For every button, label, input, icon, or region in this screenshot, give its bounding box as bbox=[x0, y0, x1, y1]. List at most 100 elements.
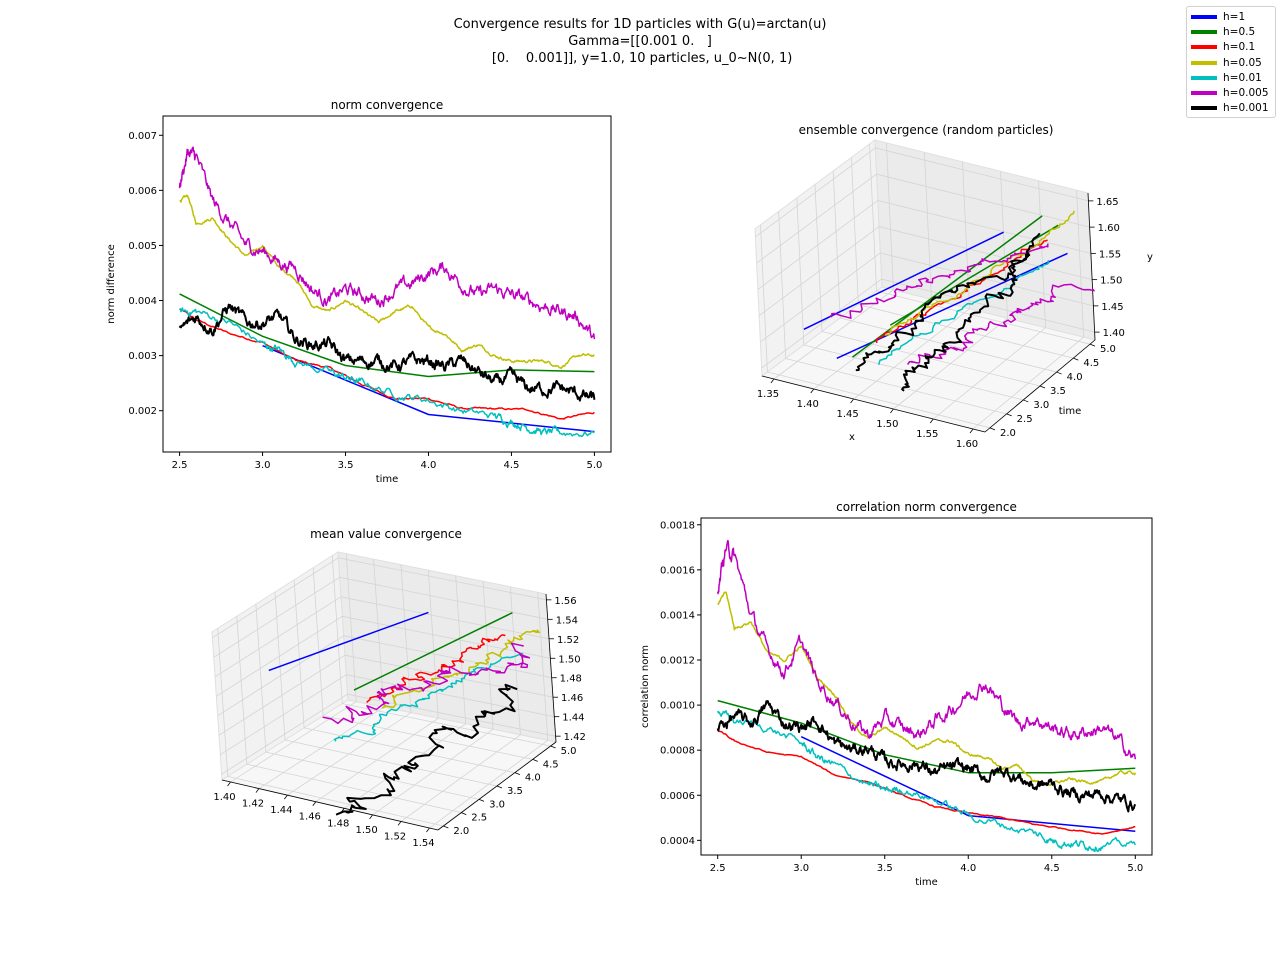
grid-line bbox=[265, 751, 480, 800]
legend-entry: h=0.05 bbox=[1191, 55, 1271, 70]
x-tick-label: 4.0 bbox=[960, 863, 976, 874]
series-line-h=1 bbox=[262, 345, 595, 433]
series-line-h=0.01 bbox=[179, 307, 595, 438]
figure-legend: h=1 h=0.5 h=0.1 h=0.05 h=0.01 h=0.005 h=0.001 bbox=[1186, 6, 1276, 118]
grid-line bbox=[212, 557, 547, 639]
x-tick-mark bbox=[426, 827, 430, 833]
grid-line bbox=[427, 570, 439, 719]
series-line-h=0.005 bbox=[178, 146, 596, 340]
x-tick-mark bbox=[810, 388, 815, 394]
grid-line bbox=[323, 715, 533, 760]
grid-line bbox=[832, 170, 841, 319]
time-axis-label: time bbox=[1059, 406, 1082, 417]
grid-line bbox=[760, 252, 1094, 343]
grid-line bbox=[455, 575, 467, 724]
x-tick-label: 4.5 bbox=[503, 460, 519, 471]
z-tick-label: 1.52 bbox=[557, 635, 579, 646]
x-tick-label: 1.44 bbox=[270, 805, 292, 816]
y-tick-label: 0.004 bbox=[128, 296, 157, 307]
trajectory-h=0.005 bbox=[906, 283, 1095, 365]
x-tick-mark bbox=[369, 814, 373, 820]
grid-line bbox=[284, 739, 498, 787]
y-tick-label: 0.005 bbox=[128, 241, 157, 252]
legend-line-swatch bbox=[1191, 75, 1217, 80]
time-tick-label: 3.0 bbox=[489, 799, 505, 810]
series-line-h=0.01 bbox=[716, 710, 1136, 853]
grid-line bbox=[537, 592, 549, 741]
x-tick-mark bbox=[255, 788, 260, 793]
series-line-h=0.1 bbox=[717, 729, 1136, 835]
grid-line bbox=[214, 596, 550, 678]
x-tick-label: 2.5 bbox=[710, 863, 726, 874]
chart-panel-2: 1.401.421.441.461.481.501.521.542.02.53.… bbox=[211, 527, 586, 849]
trajectory-h=0.001 bbox=[335, 683, 518, 816]
grid-line bbox=[1076, 190, 1084, 338]
z-tick-label: 1.40 bbox=[1103, 328, 1125, 339]
grid-line bbox=[796, 197, 805, 346]
plot-frame bbox=[700, 517, 1153, 856]
x-tick-label: 1.52 bbox=[384, 831, 406, 842]
grid-line bbox=[814, 184, 823, 332]
grid-line bbox=[778, 211, 787, 359]
x-tick-mark bbox=[312, 801, 317, 806]
trajectory-h=0.5 bbox=[353, 612, 513, 691]
grid-line bbox=[255, 604, 267, 753]
x-axis-label: x bbox=[849, 432, 855, 443]
time-tick-label: 3.5 bbox=[507, 786, 523, 797]
grid-line bbox=[221, 693, 556, 775]
grid-line bbox=[345, 553, 357, 702]
time-tick-mark bbox=[1023, 399, 1029, 403]
grid-line bbox=[760, 224, 768, 372]
x-tick-mark bbox=[770, 378, 775, 384]
legend-label: h=0.001 bbox=[1223, 102, 1269, 115]
x-tick-label: 1.48 bbox=[327, 818, 349, 829]
grid-line bbox=[400, 564, 412, 713]
grid-line bbox=[785, 358, 1007, 415]
legend-entry: h=0.001 bbox=[1191, 101, 1271, 116]
time-tick-label: 4.0 bbox=[525, 773, 541, 784]
x-tick-label: 1.42 bbox=[242, 799, 264, 810]
y-axis-label: correlation norm bbox=[640, 645, 651, 728]
grid-line bbox=[756, 173, 1090, 264]
x-tick-label: 1.35 bbox=[757, 389, 779, 400]
y-tick-label: 0.007 bbox=[128, 131, 157, 142]
x-axis-line bbox=[761, 375, 986, 433]
grid-line bbox=[217, 628, 229, 777]
z-axis-line bbox=[1087, 192, 1096, 341]
z-tick-label: 1.54 bbox=[556, 615, 578, 626]
x-tick-label: 1.40 bbox=[797, 399, 819, 410]
trajectory-h=0.005 bbox=[829, 243, 1049, 319]
y-tick-label: 0.006 bbox=[128, 186, 157, 197]
z-tick-label: 1.60 bbox=[1098, 223, 1120, 234]
time-tick-label: 3.0 bbox=[1033, 400, 1049, 411]
time-tick-mark bbox=[478, 798, 485, 802]
time-tick-mark bbox=[532, 758, 538, 762]
trajectory-h=1 bbox=[803, 231, 1004, 330]
time-tick-mark bbox=[1006, 413, 1012, 417]
trajectory-h=0.01 bbox=[877, 259, 1050, 366]
time-tick-mark bbox=[989, 427, 996, 431]
grid-line bbox=[312, 567, 324, 716]
x-tick-label: 5.0 bbox=[1127, 863, 1143, 874]
time-tick-mark bbox=[1089, 343, 1096, 347]
grid-line bbox=[876, 290, 1091, 345]
x-tick-label: 2.5 bbox=[172, 460, 188, 471]
z-tick-label: 1.65 bbox=[1096, 197, 1118, 208]
time-tick-mark bbox=[1056, 371, 1062, 375]
time-tick-mark bbox=[461, 812, 467, 816]
x-axis-label: time bbox=[915, 877, 938, 888]
chart-title: norm convergence bbox=[331, 98, 444, 112]
legend-entry: h=0.005 bbox=[1191, 85, 1271, 100]
legend-label: h=0.005 bbox=[1223, 87, 1269, 100]
series-line-h=1 bbox=[800, 736, 1136, 833]
x-tick-label: 3.0 bbox=[255, 460, 271, 471]
z-tick-label: 1.45 bbox=[1101, 302, 1123, 313]
x-tick-label: 1.40 bbox=[213, 792, 235, 803]
y-tick-label: 0.0008 bbox=[660, 746, 695, 757]
legend-label: h=0.01 bbox=[1223, 71, 1262, 84]
series-line-h=0.001 bbox=[716, 700, 1137, 813]
time-tick-mark bbox=[1039, 385, 1046, 389]
trajectory-h=0.005 bbox=[322, 642, 531, 725]
time-tick-mark bbox=[496, 785, 503, 789]
x-tick-mark bbox=[397, 821, 402, 826]
